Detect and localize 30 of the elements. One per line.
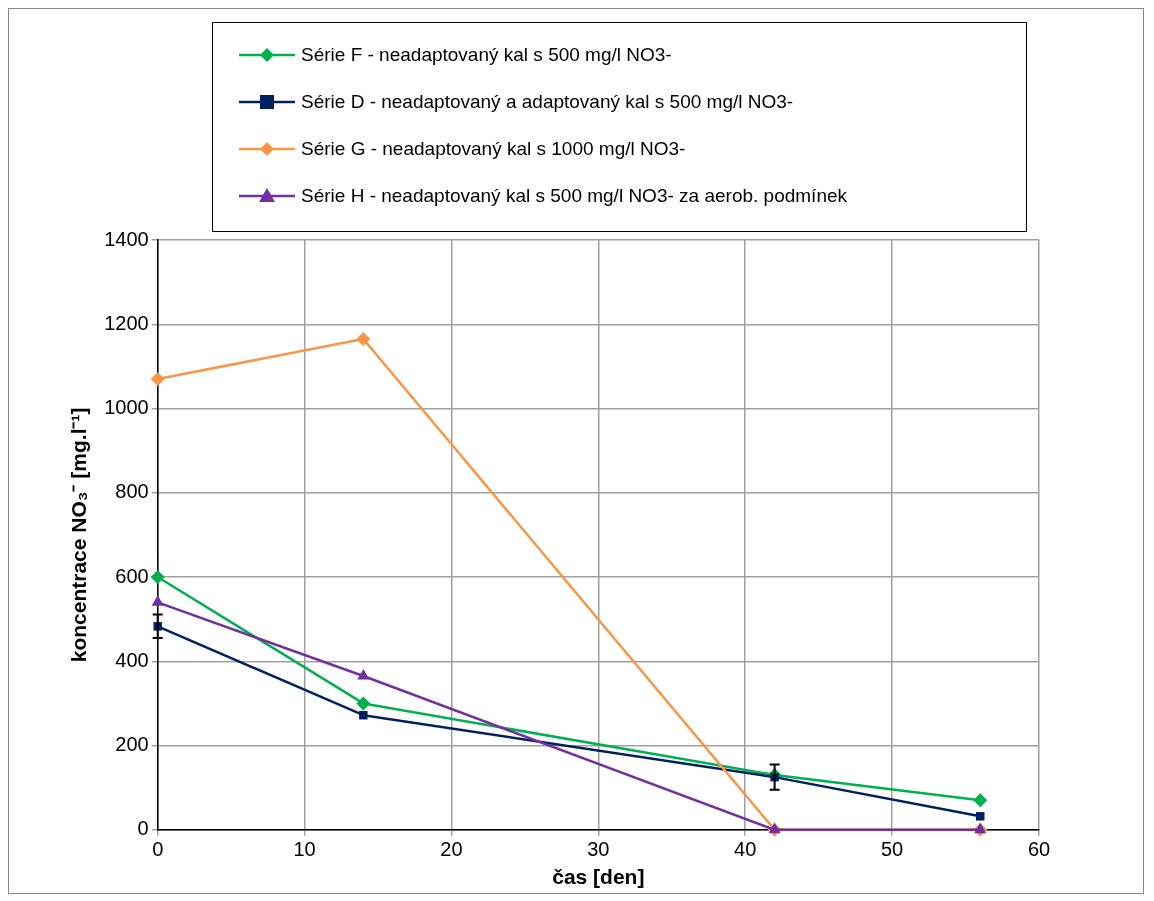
x-tick-label: 10 — [293, 838, 316, 861]
y-tick-label: 0 — [137, 817, 149, 840]
y-tick-label: 1400 — [104, 227, 149, 250]
legend-label: Série D - neadaptovaný a adaptovaný kal s 500 mg/l NO3- — [301, 90, 794, 113]
point — [976, 812, 985, 821]
legend-label: Série G - neadaptovaný kal s 1000 mg/l NO3- — [301, 137, 686, 160]
x-tick-label: 60 — [1027, 838, 1051, 861]
y-axis-title: koncentrace NO₃⁻ [mg.l⁻¹] — [67, 407, 91, 663]
point — [356, 696, 371, 711]
point — [357, 669, 370, 680]
x-tick-label: 0 — [152, 838, 164, 861]
point — [359, 710, 368, 720]
y-tick-label: 1200 — [104, 311, 149, 334]
x-tick-label: 50 — [880, 838, 904, 861]
point — [151, 595, 164, 606]
point — [973, 793, 988, 808]
point — [150, 372, 165, 387]
x-tick-label: 20 — [440, 838, 463, 861]
legend-label: Série F - neadaptovaný kal s 500 mg/l NO3- — [301, 43, 672, 66]
y-tick-label: 800 — [115, 480, 149, 503]
legend-label: Série H - neadaptovaný kal s 500 mg/l NO3- za aerob. podmínek — [301, 184, 848, 207]
x-tick-label: 40 — [734, 838, 757, 861]
y-tick-label: 600 — [115, 564, 149, 587]
x-axis-title: čas [den] — [552, 865, 645, 889]
y-tick-label: 400 — [115, 648, 149, 671]
y-tick-label: 1000 — [104, 396, 149, 419]
y-tick-label: 200 — [115, 733, 149, 756]
x-tick-label: 30 — [587, 838, 610, 861]
point — [150, 570, 165, 585]
point — [356, 332, 371, 346]
